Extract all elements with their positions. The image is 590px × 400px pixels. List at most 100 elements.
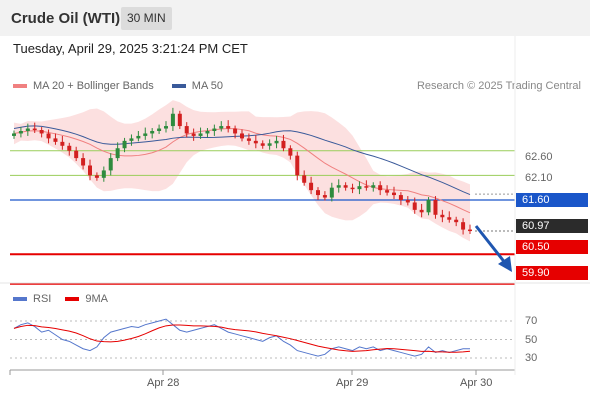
rsi-legend: RSI 9MA	[13, 293, 122, 305]
candle-body	[260, 143, 265, 146]
candle-body	[322, 195, 327, 198]
legend-swatch-rsi	[13, 297, 27, 301]
candle-body	[60, 141, 65, 146]
candle-body	[405, 200, 410, 203]
candle-body	[53, 138, 58, 142]
level-label-s1: 60.50	[516, 240, 588, 254]
x-tick-apr28: Apr 28	[147, 377, 180, 389]
candle-body	[25, 128, 30, 131]
candle-body	[440, 214, 445, 218]
candle-body	[170, 113, 175, 127]
candle-body	[357, 186, 362, 190]
candle-body	[267, 143, 272, 146]
candle-body	[32, 128, 37, 131]
copyright-text: Research © 2025 Trading Central	[416, 80, 581, 92]
candle-body	[226, 126, 231, 129]
candle-body	[115, 148, 120, 159]
candle-body	[371, 185, 376, 188]
legend-swatch-9ma	[65, 297, 80, 301]
candle-body	[198, 133, 203, 136]
candle-body	[205, 131, 210, 134]
candle-body	[18, 131, 23, 134]
candle-body	[157, 128, 162, 131]
candle-body	[309, 182, 314, 191]
candle-body	[426, 200, 431, 213]
candle-body	[101, 170, 106, 178]
candle-body	[233, 128, 238, 134]
level-label-r2: 62.60	[525, 151, 553, 163]
forecast-arrowhead	[498, 256, 512, 272]
rsi-tick-30: 30	[525, 352, 538, 364]
candle-body	[122, 140, 127, 149]
timestamp: Tuesday, April 29, 2025 3:21:24 PM CET	[13, 41, 248, 56]
candle-body	[447, 217, 452, 220]
level-label-pivot: 61.60	[516, 193, 588, 207]
candle-body	[398, 195, 403, 200]
candle-body	[184, 126, 189, 134]
legend-label-ma20: MA 20 + Bollinger Bands	[33, 80, 154, 92]
candle-body	[468, 229, 472, 232]
candle-body	[419, 209, 424, 213]
candle-body	[433, 200, 438, 215]
candle-body	[136, 135, 141, 139]
rsi-tick-70: 70	[525, 315, 538, 327]
interval-badge[interactable]: 30 MIN	[121, 7, 172, 30]
candle-body	[219, 126, 224, 129]
instrument-title: Crude Oil (WTI)	[11, 10, 121, 27]
candle-body	[108, 158, 113, 171]
candle-body	[46, 133, 51, 139]
candle-body	[246, 138, 251, 141]
level-label-r1: 62.10	[525, 172, 553, 184]
candle-body	[385, 190, 390, 193]
forecast-arrow	[474, 225, 508, 265]
candle-body	[288, 148, 293, 156]
candle-body	[350, 187, 355, 190]
candle-body	[454, 219, 459, 223]
candle-body	[281, 140, 286, 149]
legend-label-ma50: MA 50	[191, 80, 223, 92]
rsi-line	[13, 318, 470, 357]
level-label-last-price: 60.97	[516, 219, 588, 233]
legend-item-9ma: 9MA	[65, 293, 108, 305]
candle-body	[329, 187, 334, 198]
candle-body	[12, 133, 16, 136]
candle-body	[302, 175, 307, 183]
rsi-9ma-line	[13, 324, 471, 353]
candle-body	[378, 185, 383, 191]
chart-legend: MA 20 + Bollinger Bands MA 50	[13, 80, 241, 92]
candle-body	[336, 185, 341, 188]
legend-label-9ma: 9MA	[85, 293, 108, 305]
candle-body	[316, 190, 320, 196]
rsi-tick-50: 50	[525, 334, 538, 346]
legend-item-rsi: RSI	[13, 293, 51, 305]
legend-swatch-ma20	[13, 84, 27, 88]
candle-body	[74, 150, 79, 159]
candle-body	[212, 128, 217, 131]
candle-body	[240, 133, 244, 139]
candle-body	[295, 155, 300, 176]
x-tick-apr29: Apr 29	[336, 377, 369, 389]
candle-body	[164, 126, 168, 129]
candle-body	[39, 130, 44, 134]
candle-body	[177, 113, 182, 127]
legend-label-rsi: RSI	[33, 293, 52, 305]
candle-body	[274, 140, 279, 144]
legend-item-ma20: MA 20 + Bollinger Bands	[13, 80, 154, 92]
candle-body	[129, 138, 134, 141]
candle-body	[81, 158, 86, 166]
x-tick-apr30: Apr 30	[460, 377, 493, 389]
candle-body	[461, 222, 466, 230]
candle-body	[143, 133, 148, 136]
candle-body	[191, 133, 196, 136]
candle-body	[364, 186, 369, 188]
candle-body	[412, 202, 417, 210]
header-bar: Crude Oil (WTI) 30 MIN	[0, 0, 590, 36]
candle-body	[150, 131, 155, 134]
candle-body	[94, 175, 99, 178]
candle-body	[343, 185, 348, 188]
candle-body	[88, 165, 92, 176]
candle-body	[253, 140, 258, 144]
legend-item-ma50: MA 50	[171, 80, 223, 92]
legend-swatch-ma50	[171, 84, 186, 88]
